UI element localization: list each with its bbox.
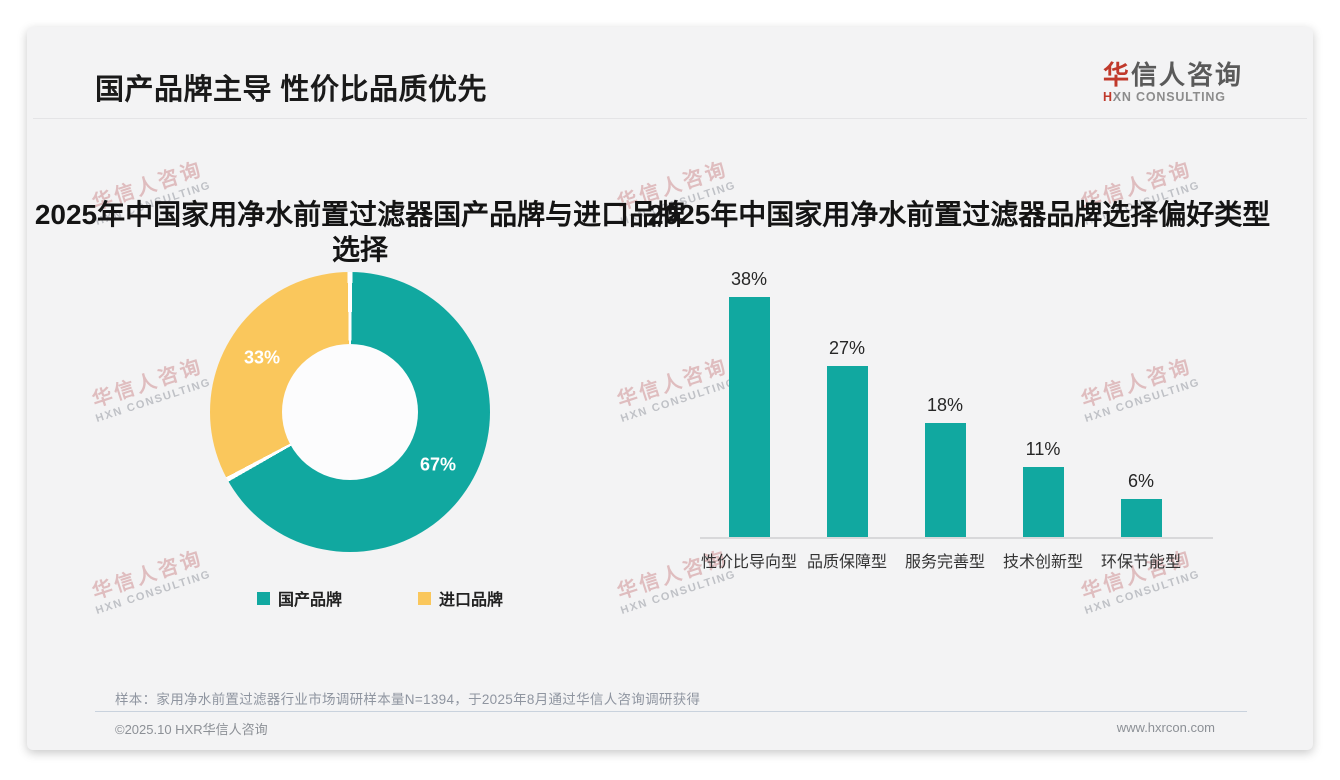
bar-column: 18%	[896, 395, 994, 537]
legend-item-imported: 进口品牌	[418, 586, 503, 610]
legend-label-imported: 进口品牌	[439, 592, 504, 609]
bar-value-label: 38%	[730, 268, 768, 289]
bar-column: 6%	[1092, 471, 1190, 537]
donut-slice-label-imported: 33%	[243, 347, 281, 368]
bar-category-label: 性价比导向型	[700, 554, 797, 571]
bar	[1022, 467, 1064, 537]
brand-logo-cn-accent: 华	[1102, 60, 1131, 90]
footer-divider	[95, 711, 1247, 712]
header-divider	[33, 118, 1307, 119]
sample-footnote: 样本：家用净水前置过滤器行业市场调研样本量N=1394，于2025年8月通过华信…	[115, 692, 701, 707]
bar-chart-plot: 38% 27% 18% 11% 6%	[700, 260, 1190, 537]
brand-logo-en-accent: H	[1102, 90, 1113, 104]
legend-swatch-teal	[256, 591, 270, 605]
watermark-cn-text: 华信人咨询	[89, 355, 206, 412]
bar-chart-x-axis	[700, 537, 1213, 539]
legend-item-domestic: 国产品牌	[256, 586, 342, 610]
website-url: www.hxrcon.com	[1116, 720, 1215, 735]
bar	[728, 296, 770, 537]
copyright-text: ©2025.10 HXR华信人咨询	[115, 722, 268, 737]
bar-category-label: 环保节能型	[1100, 554, 1181, 571]
bar-value-label: 11%	[1025, 439, 1061, 460]
donut-legend: 国产品牌 进口品牌	[100, 586, 660, 610]
brand-logo-cn: 华信人咨询	[1103, 60, 1243, 90]
brand-logo: 华信人咨询 HXN CONSULTING	[1103, 60, 1243, 105]
bar-column: 38%	[700, 269, 798, 537]
bar-category-label: 品质保障型	[806, 554, 887, 571]
donut-chart-title: 2025年中国家用净水前置过滤器国产品牌与进口品牌 选择	[30, 197, 690, 267]
bar	[826, 366, 868, 537]
bar-chart-category-row: 性价比导向型 品质保障型 服务完善型 技术创新型 环保节能型	[700, 548, 1190, 572]
watermark-en-text: HXN CONSULTING	[1083, 568, 1202, 617]
donut-chart-title-line2: 选择	[331, 234, 388, 265]
donut-slice-label-domestic: 67%	[419, 454, 457, 475]
bar	[924, 423, 966, 537]
bar-column: 27%	[798, 338, 896, 537]
brand-logo-en: HXN CONSULTING	[1103, 90, 1243, 105]
bar-value-label: 27%	[828, 338, 866, 359]
bar-category-label: 服务完善型	[904, 554, 985, 571]
bar-chart-title: 2025年中国家用净水前置过滤器品牌选择偏好类型	[648, 199, 1271, 230]
bar-category-label: 技术创新型	[1002, 554, 1083, 571]
donut-chart-title-line1: 2025年中国家用净水前置过滤器国产品牌与进口品牌	[34, 199, 686, 230]
legend-swatch-yellow	[418, 591, 431, 605]
bar	[1120, 499, 1162, 537]
bar-value-label: 18%	[926, 395, 964, 416]
legend-label-domestic: 国产品牌	[277, 592, 342, 609]
watermark-en-text: HXN CONSULTING	[94, 376, 213, 425]
bar-column: 11%	[994, 439, 1092, 537]
bar-value-label: 6%	[1127, 471, 1154, 492]
brand-logo-en-rest: XN CONSULTING	[1112, 90, 1226, 104]
slide-card: 华信人咨询 HXN CONSULTING 华信人咨询 HXN CONSULTING 华信…	[27, 27, 1313, 750]
watermark: 华信人咨询 HXN CONSULTING	[87, 354, 213, 425]
brand-logo-cn-rest: 信人咨询	[1130, 60, 1243, 90]
donut-chart	[210, 272, 490, 552]
page-title: 国产品牌主导 性价比品质优先	[95, 74, 488, 106]
